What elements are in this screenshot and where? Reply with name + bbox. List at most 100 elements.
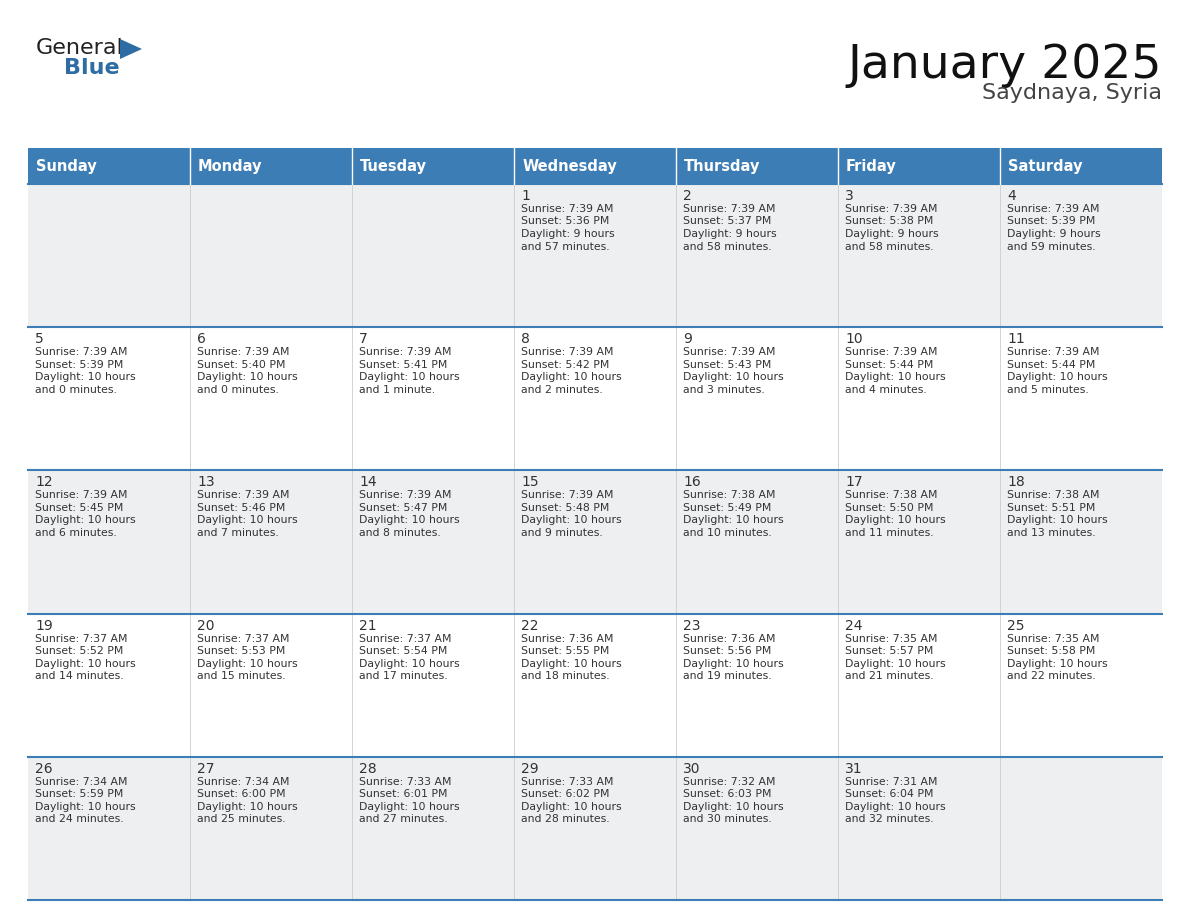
Text: Sunset: 5:43 PM: Sunset: 5:43 PM [683,360,771,370]
Text: and 13 minutes.: and 13 minutes. [1007,528,1095,538]
Text: and 32 minutes.: and 32 minutes. [845,814,934,824]
Text: and 59 minutes.: and 59 minutes. [1007,241,1095,252]
Text: Daylight: 10 hours: Daylight: 10 hours [845,658,946,668]
Text: Sunrise: 7:39 AM: Sunrise: 7:39 AM [34,347,127,357]
Bar [29,148,190,184]
Text: 2: 2 [683,189,691,203]
Text: 18: 18 [1007,476,1025,489]
Text: Saydnaya, Syria: Saydnaya, Syria [982,83,1162,103]
Text: Sunset: 5:39 PM: Sunset: 5:39 PM [1007,217,1095,227]
Text: Sunset: 5:55 PM: Sunset: 5:55 PM [522,646,609,656]
Text: Sunrise: 7:35 AM: Sunrise: 7:35 AM [845,633,937,644]
Text: Wednesday: Wednesday [522,159,617,174]
Text: Sunrise: 7:38 AM: Sunrise: 7:38 AM [845,490,937,500]
Text: and 28 minutes.: and 28 minutes. [522,814,609,824]
Text: Sunset: 5:39 PM: Sunset: 5:39 PM [34,360,124,370]
Text: Sunday: Sunday [36,159,97,174]
Text: Sunrise: 7:37 AM: Sunrise: 7:37 AM [359,633,451,644]
Bar [514,148,676,184]
Text: and 7 minutes.: and 7 minutes. [197,528,279,538]
Text: 9: 9 [683,332,691,346]
Text: 30: 30 [683,762,701,776]
Text: 24: 24 [845,619,862,633]
Text: Sunset: 5:36 PM: Sunset: 5:36 PM [522,217,609,227]
Text: and 58 minutes.: and 58 minutes. [683,241,772,252]
Text: Sunrise: 7:39 AM: Sunrise: 7:39 AM [34,490,127,500]
Text: Sunrise: 7:36 AM: Sunrise: 7:36 AM [683,633,776,644]
Bar [352,148,514,184]
Text: Friday: Friday [846,159,897,174]
Text: Daylight: 10 hours: Daylight: 10 hours [1007,372,1107,382]
Text: and 22 minutes.: and 22 minutes. [1007,671,1095,681]
Text: and 1 minute.: and 1 minute. [359,385,435,395]
Text: Sunrise: 7:39 AM: Sunrise: 7:39 AM [1007,204,1100,214]
Text: Sunset: 5:45 PM: Sunset: 5:45 PM [34,503,124,513]
Text: Sunset: 5:53 PM: Sunset: 5:53 PM [197,646,285,656]
Text: 16: 16 [683,476,701,489]
Text: Thursday: Thursday [684,159,760,174]
Text: Sunrise: 7:35 AM: Sunrise: 7:35 AM [1007,633,1100,644]
Text: 20: 20 [197,619,215,633]
Text: Sunrise: 7:39 AM: Sunrise: 7:39 AM [359,347,451,357]
Text: Sunset: 5:37 PM: Sunset: 5:37 PM [683,217,771,227]
Text: Daylight: 10 hours: Daylight: 10 hours [34,372,135,382]
Text: Sunset: 5:50 PM: Sunset: 5:50 PM [845,503,934,513]
Bar [1000,148,1162,184]
Text: 15: 15 [522,476,538,489]
Text: Saturday: Saturday [1009,159,1082,174]
Text: and 4 minutes.: and 4 minutes. [845,385,927,395]
Text: 31: 31 [845,762,862,776]
Text: Daylight: 10 hours: Daylight: 10 hours [845,515,946,525]
Text: Sunset: 6:02 PM: Sunset: 6:02 PM [522,789,609,800]
Text: and 0 minutes.: and 0 minutes. [197,385,279,395]
Text: Sunrise: 7:32 AM: Sunrise: 7:32 AM [683,777,776,787]
Text: Sunset: 5:49 PM: Sunset: 5:49 PM [683,503,771,513]
Text: 6: 6 [197,332,206,346]
Text: Daylight: 10 hours: Daylight: 10 hours [1007,515,1107,525]
Text: and 5 minutes.: and 5 minutes. [1007,385,1088,395]
Text: 7: 7 [359,332,368,346]
Text: Sunset: 5:41 PM: Sunset: 5:41 PM [359,360,448,370]
Text: Sunset: 5:48 PM: Sunset: 5:48 PM [522,503,609,513]
Text: Sunrise: 7:39 AM: Sunrise: 7:39 AM [522,347,613,357]
Text: Sunset: 6:00 PM: Sunset: 6:00 PM [197,789,285,800]
Text: 21: 21 [359,619,377,633]
Text: Sunrise: 7:36 AM: Sunrise: 7:36 AM [522,633,613,644]
Bar [190,148,352,184]
Text: General: General [36,38,124,58]
Text: and 6 minutes.: and 6 minutes. [34,528,116,538]
Text: 5: 5 [34,332,44,346]
Text: Daylight: 10 hours: Daylight: 10 hours [197,372,298,382]
Text: Sunrise: 7:39 AM: Sunrise: 7:39 AM [1007,347,1100,357]
Bar [29,756,1162,900]
Text: and 14 minutes.: and 14 minutes. [34,671,124,681]
Bar [29,613,1162,756]
Text: and 2 minutes.: and 2 minutes. [522,385,602,395]
Text: and 3 minutes.: and 3 minutes. [683,385,765,395]
Text: Sunset: 5:40 PM: Sunset: 5:40 PM [197,360,285,370]
Text: 23: 23 [683,619,701,633]
Text: and 0 minutes.: and 0 minutes. [34,385,116,395]
Text: Sunrise: 7:37 AM: Sunrise: 7:37 AM [197,633,290,644]
Text: Sunrise: 7:33 AM: Sunrise: 7:33 AM [522,777,613,787]
Text: 4: 4 [1007,189,1016,203]
Text: Sunrise: 7:39 AM: Sunrise: 7:39 AM [683,204,776,214]
Text: 14: 14 [359,476,377,489]
Text: 8: 8 [522,332,530,346]
Text: Daylight: 9 hours: Daylight: 9 hours [522,229,614,239]
Text: Sunset: 5:52 PM: Sunset: 5:52 PM [34,646,124,656]
Text: and 8 minutes.: and 8 minutes. [359,528,441,538]
Text: 27: 27 [197,762,215,776]
Text: 1: 1 [522,189,530,203]
Text: and 9 minutes.: and 9 minutes. [522,528,602,538]
Text: Daylight: 10 hours: Daylight: 10 hours [845,801,946,812]
Text: and 24 minutes.: and 24 minutes. [34,814,124,824]
Bar [29,470,1162,613]
Text: Sunset: 5:56 PM: Sunset: 5:56 PM [683,646,771,656]
Text: 19: 19 [34,619,52,633]
Text: Sunset: 5:42 PM: Sunset: 5:42 PM [522,360,609,370]
Text: Sunrise: 7:34 AM: Sunrise: 7:34 AM [197,777,290,787]
Text: and 19 minutes.: and 19 minutes. [683,671,772,681]
Text: and 25 minutes.: and 25 minutes. [197,814,285,824]
Text: Daylight: 9 hours: Daylight: 9 hours [1007,229,1100,239]
